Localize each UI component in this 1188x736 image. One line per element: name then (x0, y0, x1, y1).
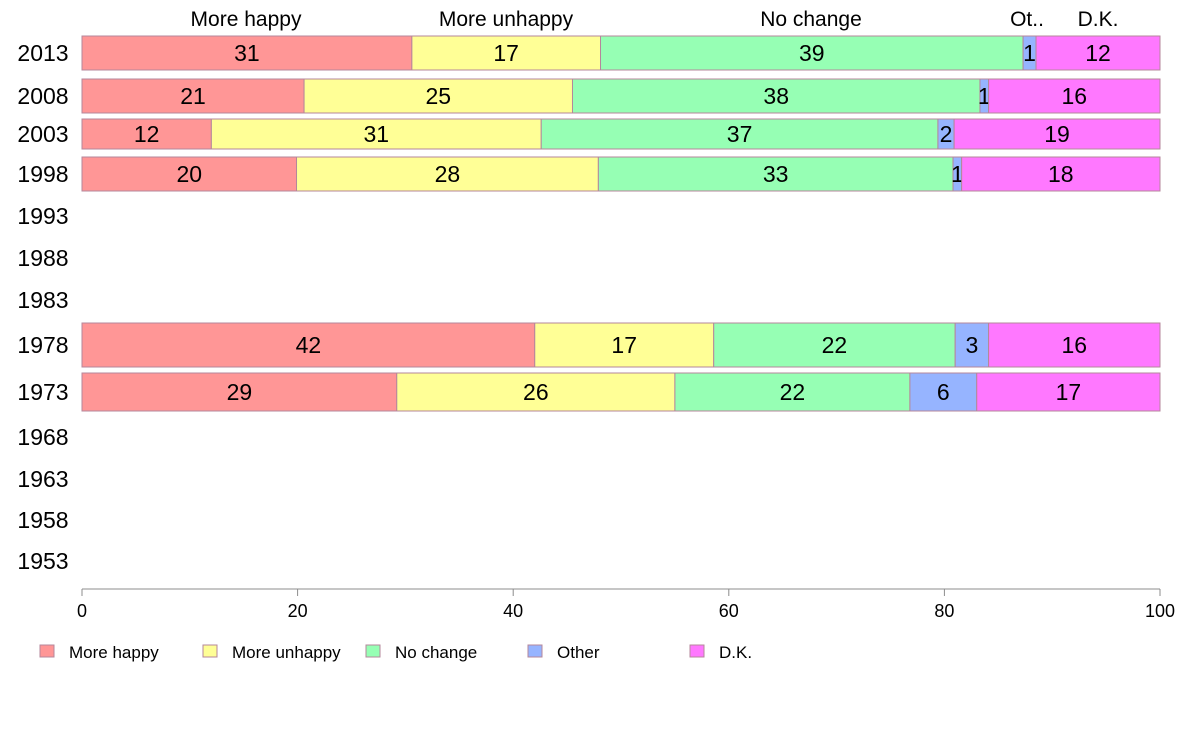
x-tick-label-100: 100 (1145, 601, 1175, 621)
legend: More happy More unhappy No change Other D.K. (39, 643, 752, 662)
bar-label-1998-0: 20 (176, 161, 202, 187)
bar-2008-0 (81, 78, 305, 114)
bar-2008-2 (571, 78, 981, 114)
bar-label-1998-1: 28 (435, 161, 461, 187)
bar-1973-0 (81, 372, 398, 412)
bar-2003-2 (540, 118, 939, 150)
bar-1973-4 (976, 372, 1161, 412)
bar-2008-1 (303, 78, 573, 114)
bars: 31 17 39 1 12 21 25 38 1 16 12 31 37 2 19 20 28 33 1 18 42 17… (81, 35, 1161, 412)
bar-1978-3 (954, 322, 990, 368)
year-label-1983: 1983 (17, 287, 68, 313)
bar-1973-3 (909, 372, 978, 412)
column-headers: More happy More unhappy No change Ot.. D.K. (191, 8, 1119, 31)
year-label-1968: 1968 (17, 424, 68, 450)
year-label-1973: 1973 (17, 379, 68, 405)
bar-1978-2 (713, 322, 956, 368)
bar-2003-4 (953, 118, 1161, 150)
bar-2013-1 (411, 35, 602, 71)
legend-swatch-1 (202, 644, 218, 658)
bar-2003-1 (210, 118, 542, 150)
bar-label-1978-1: 17 (611, 332, 637, 358)
bar-label-1978-3: 3 (965, 332, 978, 358)
bar-1978-1 (534, 322, 715, 368)
bar-1973-1 (396, 372, 676, 412)
x-tick-label-40: 40 (503, 601, 523, 621)
year-label-1993: 1993 (17, 203, 68, 229)
bar-label-2013-4: 12 (1085, 40, 1111, 66)
bar-label-2008-3: 1 (978, 83, 991, 109)
bar-label-1978-4: 16 (1062, 332, 1088, 358)
year-label-1988: 1988 (17, 245, 68, 271)
year-labels: 2013 2008 2003 1998 1993 1988 1983 1978 1973 1968… (17, 40, 68, 574)
bar-1998-4 (961, 156, 1161, 192)
column-header-0: More happy (191, 8, 302, 31)
legend-swatch-0 (39, 644, 55, 658)
bar-label-2003-0: 12 (134, 121, 160, 147)
x-tick-label-60: 60 (719, 601, 739, 621)
bar-label-2013-1: 17 (493, 40, 519, 66)
bar-label-1973-3: 6 (937, 379, 950, 405)
bar-label-1998-4: 18 (1048, 161, 1074, 187)
bar-label-2003-2: 37 (727, 121, 753, 147)
bar-label-2013-0: 31 (234, 40, 260, 66)
bar-1998-1 (296, 156, 599, 192)
year-label-2003: 2003 (17, 121, 68, 147)
bar-label-1978-0: 42 (296, 332, 322, 358)
bar-2013-0 (81, 35, 413, 71)
year-label-1978: 1978 (17, 332, 68, 358)
year-label-1998: 1998 (17, 161, 68, 187)
bar-2013-4 (1035, 35, 1161, 71)
column-header-4: D.K. (1078, 8, 1119, 31)
legend-label-1: More unhappy (232, 643, 341, 662)
bar-label-2013-3: 1 (1023, 40, 1036, 66)
bar-label-2003-3: 2 (940, 121, 953, 147)
bar-label-2008-1: 25 (425, 83, 451, 109)
bar-1978-4 (988, 322, 1161, 368)
x-axis: 0 20 40 60 80 100 (77, 588, 1175, 621)
column-header-3: Ot.. (1010, 8, 1044, 31)
legend-label-4: D.K. (719, 643, 752, 662)
bar-1978-0 (81, 322, 536, 368)
bar-2008-4 (988, 78, 1161, 114)
bar-label-2003-1: 31 (363, 121, 389, 147)
year-label-1958: 1958 (17, 507, 68, 533)
bar-1998-2 (597, 156, 954, 192)
year-label-2013: 2013 (17, 40, 68, 66)
bar-label-2013-2: 39 (799, 40, 825, 66)
legend-swatch-4 (689, 644, 705, 658)
bar-label-2008-0: 21 (180, 83, 206, 109)
legend-swatch-2 (365, 644, 381, 658)
bar-label-2008-4: 16 (1062, 83, 1088, 109)
bar-1973-2 (674, 372, 911, 412)
year-label-1963: 1963 (17, 466, 68, 492)
year-label-1953: 1953 (17, 548, 68, 574)
legend-label-3: Other (557, 643, 600, 662)
bar-label-1998-3: 1 (951, 161, 964, 187)
bar-label-1998-2: 33 (763, 161, 789, 187)
bar-label-2003-4: 19 (1044, 121, 1070, 147)
year-label-2008: 2008 (17, 83, 68, 109)
bar-label-1973-2: 22 (780, 379, 806, 405)
bar-label-1973-1: 26 (523, 379, 549, 405)
bar-label-1973-4: 17 (1056, 379, 1082, 405)
x-tick-label-20: 20 (288, 601, 308, 621)
bar-label-1978-2: 22 (822, 332, 848, 358)
bar-label-2008-2: 38 (763, 83, 789, 109)
legend-swatch-3 (527, 644, 543, 658)
column-header-2: No change (760, 8, 862, 31)
legend-label-2: No change (395, 643, 477, 662)
x-tick-label-0: 0 (77, 601, 87, 621)
bar-label-1973-0: 29 (227, 379, 253, 405)
bar-2013-2 (600, 35, 1024, 71)
legend-label-0: More happy (69, 643, 159, 662)
x-tick-label-80: 80 (934, 601, 954, 621)
column-header-1: More unhappy (439, 8, 574, 31)
bar-2003-0 (81, 118, 212, 150)
